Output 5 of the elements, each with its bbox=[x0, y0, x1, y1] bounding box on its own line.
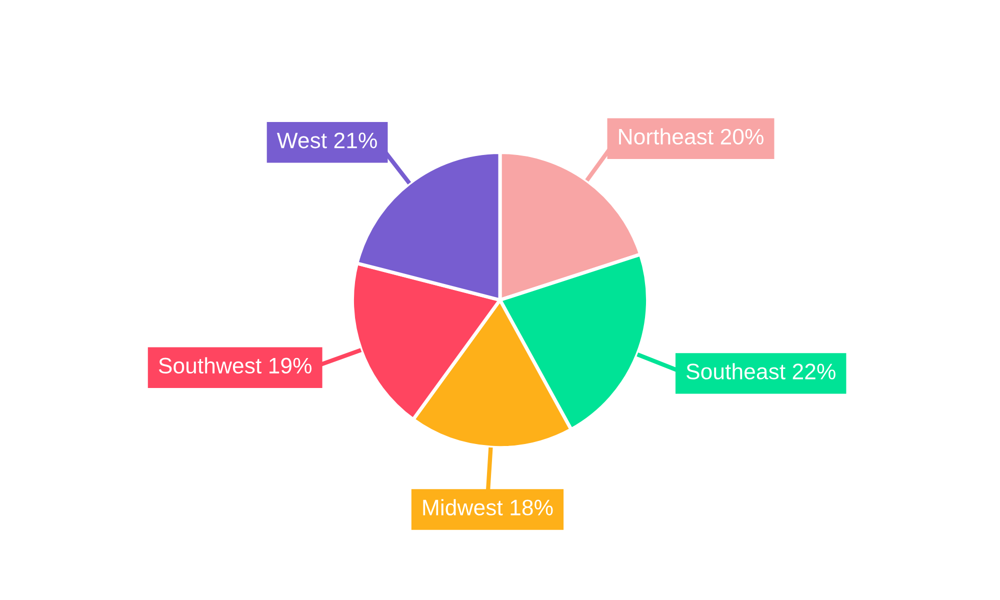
slice-label: Southwest 19% bbox=[158, 357, 312, 374]
slice-label: Northeast 20% bbox=[619, 128, 764, 145]
slice-label: Southeast 22% bbox=[686, 363, 836, 380]
slice-label: Midwest 18% bbox=[423, 499, 553, 516]
slice-label: West 21% bbox=[276, 132, 377, 148]
